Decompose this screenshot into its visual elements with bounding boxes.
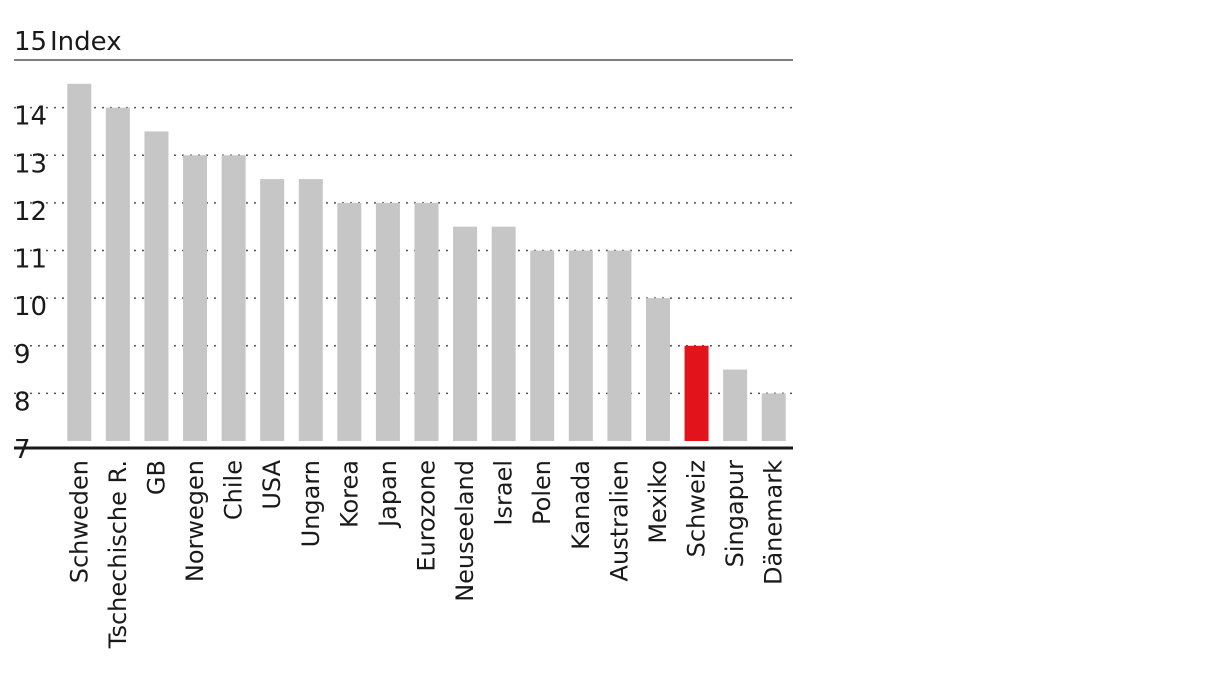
bar	[414, 202, 439, 441]
y-tick-label: 11	[14, 245, 47, 275]
category-label: Japan	[374, 460, 402, 529]
bar	[337, 202, 362, 441]
bars	[67, 83, 786, 441]
bar	[105, 107, 130, 441]
bar	[67, 83, 92, 441]
category-label: Ungarn	[297, 460, 325, 547]
y-tick-label: 7	[14, 435, 31, 465]
bar	[298, 179, 323, 441]
y-tick-label-top: 15	[14, 27, 47, 57]
y-tick-label: 10	[14, 292, 47, 322]
category-label: Norwegen	[181, 460, 209, 582]
category-label: Dänemark	[760, 460, 788, 585]
category-label: Korea	[335, 460, 363, 528]
category-label: Israel	[490, 460, 518, 526]
category-label: Polen	[528, 460, 556, 525]
y-tick-label: 12	[14, 197, 47, 227]
category-label: Kanada	[567, 460, 595, 550]
category-labels: Schweden Tschechische R. GB Norwegen Chile US…	[65, 459, 787, 649]
category-label: Tschechische R.	[104, 460, 132, 649]
y-tick-label: 9	[14, 340, 31, 370]
bar	[375, 202, 400, 441]
bar	[568, 250, 593, 441]
bar	[761, 393, 786, 441]
category-label: GB	[142, 460, 170, 495]
category-label: Eurozone	[413, 460, 441, 572]
bar	[491, 226, 516, 441]
bar-highlight	[684, 345, 709, 441]
bar	[260, 179, 285, 441]
grid-lines	[14, 106, 793, 395]
category-label: Singapur	[721, 460, 749, 568]
bar	[453, 226, 478, 441]
category-label: USA	[258, 459, 286, 509]
category-label: Australien	[605, 460, 633, 581]
bar	[723, 369, 748, 441]
category-label: Schweiz	[683, 460, 711, 557]
category-label: Neuseeland	[451, 460, 479, 602]
bar	[607, 250, 632, 441]
bar	[144, 131, 169, 441]
bar	[645, 298, 670, 441]
y-tick-label: 14	[14, 102, 47, 132]
bar	[530, 250, 555, 441]
y-tick-label: 8	[14, 387, 31, 417]
unit-label: Index	[50, 27, 122, 57]
category-label: Chile	[220, 460, 248, 520]
category-label: Mexiko	[644, 460, 672, 544]
bar	[221, 155, 246, 441]
bar	[183, 155, 208, 441]
y-tick-label: 13	[14, 149, 47, 179]
y-tick-labels: 15 Index 14 13 12 11 10 9 8 7	[14, 27, 122, 465]
category-label: Schweden	[65, 460, 93, 583]
